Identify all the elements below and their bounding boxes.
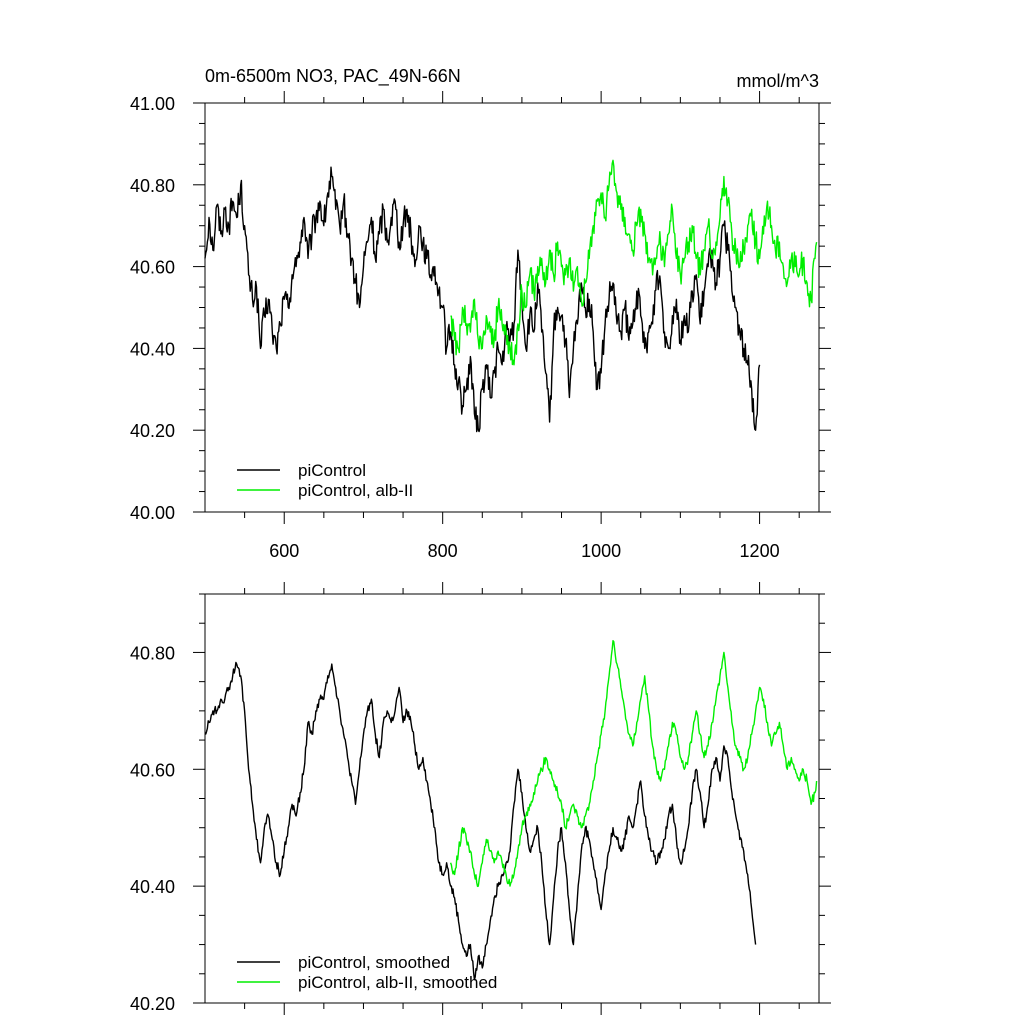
series-line-picontrol (204, 166, 761, 433)
bottom-plot-frame (204, 593, 820, 1004)
y-tick-label: 40.80 (130, 643, 175, 663)
series-line-picontrol-smoothed (204, 661, 757, 981)
bottom-series-group (204, 640, 818, 981)
y-tick-label: 40.20 (130, 994, 175, 1014)
top-legend-label-alb-ii: piControl, alb-II (298, 481, 413, 500)
bottom-axes-ticks (193, 582, 831, 1015)
bottom-y-tick-labels: 40.20 40.40 40.60 40.80 (130, 643, 175, 1014)
top-axes-ticks (193, 91, 831, 524)
top-plot-frame (204, 102, 820, 513)
series-line-picontrol-alb-ii-smoothed (449, 640, 818, 888)
bottom-legend: piControl, smoothed piControl, alb-II, s… (237, 953, 497, 992)
top-panel: 0m-6500m NO3, PAC_49N-66N mmol/m^3 40.00… (130, 66, 831, 561)
top-legend-label-picontrol: piControl (298, 461, 366, 480)
top-y-tick-labels: 40.00 40.20 40.40 40.60 40.80 41.00 (130, 94, 175, 523)
top-x-tick-labels: 600 800 1000 1200 (269, 541, 779, 561)
y-tick-label: 41.00 (130, 94, 175, 114)
bottom-legend-label-picontrol-smoothed: piControl, smoothed (298, 953, 450, 972)
y-tick-label: 40.40 (130, 877, 175, 897)
top-legend: piControl piControl, alb-II (237, 461, 413, 500)
units-label: mmol/m^3 (737, 71, 819, 91)
series-line-picontrol-alb-ii (450, 159, 818, 366)
top-series-group (204, 159, 818, 433)
y-tick-label: 40.60 (130, 258, 175, 278)
x-tick-label: 1200 (740, 541, 780, 561)
y-tick-label: 40.00 (130, 503, 175, 523)
chart-title: 0m-6500m NO3, PAC_49N-66N (205, 66, 461, 87)
y-tick-label: 40.60 (130, 760, 175, 780)
y-tick-label: 40.40 (130, 339, 175, 359)
x-tick-label: 800 (428, 541, 458, 561)
x-tick-label: 600 (269, 541, 299, 561)
y-tick-label: 40.80 (130, 176, 175, 196)
bottom-panel: 40.20 40.40 40.60 40.80 piControl, smoothed… (130, 582, 831, 1015)
y-tick-label: 40.20 (130, 421, 175, 441)
bottom-legend-label-alb-ii-smoothed: piControl, alb-II, smoothed (298, 973, 497, 992)
x-tick-label: 1000 (581, 541, 621, 561)
